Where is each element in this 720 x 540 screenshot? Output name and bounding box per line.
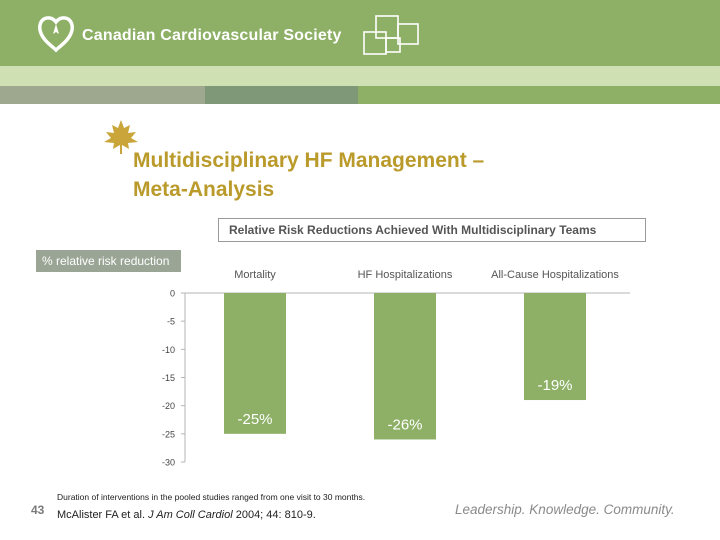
y-tick-label: -10 (162, 345, 175, 355)
heart-leaf-icon (38, 16, 74, 53)
citation-prefix: McAlister FA et al. (57, 509, 149, 521)
maple-leaf-icon (104, 120, 138, 154)
y-tick-label: -5 (167, 317, 175, 327)
title-line-1: Multidisciplinary HF Management – (133, 149, 485, 172)
org-name: Canadian Cardiovascular Society (82, 27, 342, 44)
category-label: HF Hospitalizations (358, 269, 453, 281)
y-tick-label: -30 (162, 458, 175, 468)
y-tick-label: 0 (170, 289, 175, 299)
page-number: 43 (31, 503, 45, 517)
y-tick-label: -20 (162, 401, 175, 411)
chart-title-box: Relative Risk Reductions Achieved With M… (218, 218, 646, 242)
overlapping-squares-icon (363, 15, 419, 55)
header-stripe (0, 66, 720, 86)
slide-title: Multidisciplinary HF Management – Meta-A… (133, 146, 484, 204)
citation-journal: J Am Coll Cardiol (148, 509, 233, 521)
y-tick-label: -25 (162, 429, 175, 439)
data-label: -25% (237, 411, 272, 428)
y-axis-label: % relative risk reduction (42, 254, 170, 268)
tagline: Leadership. Knowledge. Community. (455, 502, 675, 517)
category-label: Mortality (234, 269, 276, 281)
bar (224, 293, 286, 434)
footnote: Duration of interventions in the pooled … (57, 492, 366, 502)
header-band (205, 86, 358, 104)
title-line-2: Meta-Analysis (133, 178, 275, 201)
y-tick-label: -15 (162, 373, 175, 383)
citation: McAlister FA et al. J Am Coll Cardiol 20… (57, 509, 316, 521)
citation-suffix: 2004; 44: 810-9. (232, 509, 316, 521)
bar (524, 293, 586, 401)
chart-title: Relative Risk Reductions Achieved With M… (229, 223, 597, 237)
bar (374, 293, 436, 440)
data-label: -26% (387, 416, 422, 433)
y-axis-label-box: % relative risk reduction (36, 250, 181, 272)
header-band (358, 86, 720, 104)
header-bar: Canadian Cardiovascular Society (0, 0, 720, 66)
data-label: -19% (537, 377, 572, 394)
category-label: All-Cause Hospitalizations (491, 269, 619, 281)
header-band (0, 86, 205, 104)
